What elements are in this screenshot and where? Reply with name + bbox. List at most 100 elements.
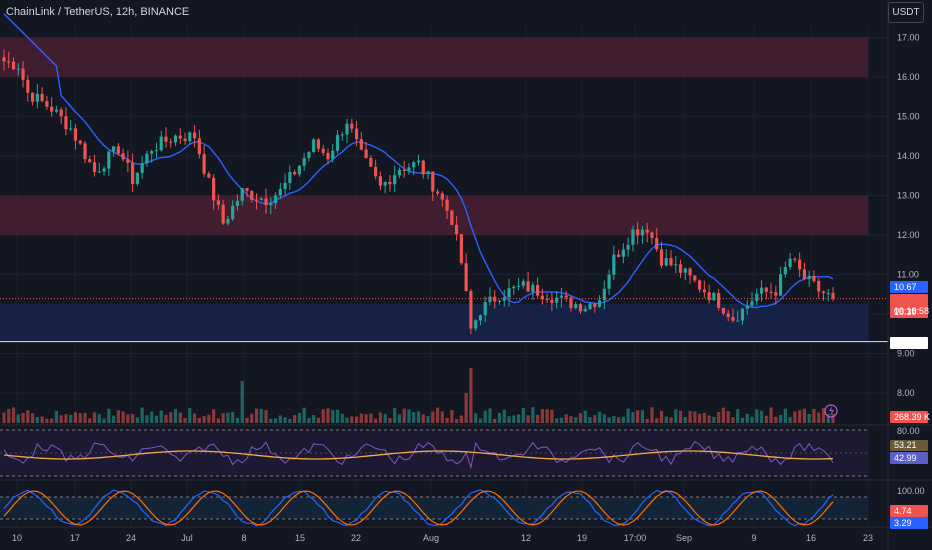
candle-body [569, 297, 573, 309]
candle-body [502, 297, 506, 301]
candle-body [550, 300, 554, 303]
symbol-title: ChainLink / TetherUS, 12h, BINANCE [6, 6, 190, 18]
volume-bar [559, 417, 564, 423]
candle-body [778, 274, 783, 296]
candle-body [516, 285, 521, 287]
candle-body [621, 249, 625, 257]
volume-bar [173, 409, 178, 423]
candle-body [497, 300, 502, 302]
candle-body [769, 291, 773, 293]
candle-body [345, 123, 349, 135]
time-axis-tick: Jul [181, 533, 193, 543]
candle-body [435, 191, 440, 194]
candle-body [59, 109, 63, 117]
volume-bar [516, 414, 521, 423]
volume-bar [550, 410, 554, 423]
candle-body [340, 134, 344, 136]
volume-bar [469, 368, 473, 423]
stoch-d-tag: 3.29 [894, 518, 912, 528]
volume-bar [178, 412, 182, 423]
candle-body [416, 160, 421, 163]
candle-body [231, 205, 235, 219]
candle-body [588, 303, 592, 310]
candle-body [159, 136, 163, 151]
volume-bar [78, 413, 82, 423]
time-axis-tick: 19 [577, 533, 587, 543]
volume-bar [521, 407, 525, 423]
candle-body [731, 317, 735, 321]
volume-bar [636, 410, 640, 423]
candle-body [92, 162, 97, 172]
volume-bar [254, 408, 259, 423]
volume-bar [645, 418, 649, 423]
volume-bar [702, 412, 706, 423]
candle-body [364, 149, 368, 158]
candle-body [374, 166, 378, 177]
candle-body [788, 258, 792, 267]
candle-body [597, 300, 602, 307]
volume-bar [650, 407, 654, 423]
volume-bar [212, 409, 216, 423]
volume-bar [669, 417, 673, 423]
volume-bar [192, 413, 197, 423]
candle-body [102, 168, 106, 172]
candle-body [30, 92, 35, 102]
candle-body [759, 287, 764, 294]
volume-bar [364, 414, 368, 423]
candle-body [674, 264, 678, 266]
candle-body [631, 229, 635, 245]
candle-body [16, 68, 20, 70]
candle-body [326, 152, 330, 160]
rsi-value-tag-bg [890, 452, 928, 464]
time-axis-tick: Sep [676, 533, 692, 543]
time-axis-tick: 17 [70, 533, 80, 543]
price-axis-tick: 9.00 [897, 349, 915, 359]
volume-bar [402, 408, 406, 423]
candle-body [312, 139, 316, 152]
volume-bar [821, 407, 826, 423]
candle-body [793, 258, 797, 260]
candlestick-series [2, 49, 835, 335]
volume-bar [788, 417, 792, 423]
volume-bar [483, 410, 487, 423]
rsi-signal-tag-bg [890, 440, 928, 451]
candle-body [478, 315, 483, 321]
price-zones [0, 37, 888, 343]
volume-bar [154, 415, 159, 423]
volume-bar [350, 416, 354, 423]
volume-bar [574, 417, 578, 423]
volume-bar [674, 409, 678, 423]
candle-body [464, 263, 468, 292]
volume-bar [707, 415, 711, 423]
volume-bar [273, 418, 278, 423]
volume-bar [664, 416, 668, 423]
candle-body [331, 150, 335, 160]
candle-body [640, 229, 645, 236]
candle-body [269, 203, 273, 206]
volume-bar [97, 414, 101, 423]
volume-bar [631, 412, 635, 423]
stoch-d-line [3, 490, 834, 526]
candle-body [264, 198, 268, 206]
volume-bar [569, 415, 573, 423]
volume-bar [54, 411, 59, 423]
volume-bar [107, 408, 111, 423]
candle-body [445, 199, 449, 211]
currency-button[interactable]: USDT [888, 2, 924, 23]
candle-body [26, 79, 30, 93]
volume-bar [73, 412, 78, 423]
candle-body [254, 199, 259, 201]
candle-body [721, 307, 726, 314]
volume-bar [416, 411, 421, 423]
volume-bar [2, 412, 6, 423]
candle-body [526, 281, 530, 292]
candle-body [245, 187, 249, 192]
candle-body [173, 135, 178, 143]
candle-body [111, 146, 116, 152]
candle-body [740, 308, 745, 321]
candle-body [250, 191, 254, 200]
volume-bar [188, 407, 192, 423]
volume-bar [421, 414, 425, 423]
volume-bar [26, 410, 30, 423]
